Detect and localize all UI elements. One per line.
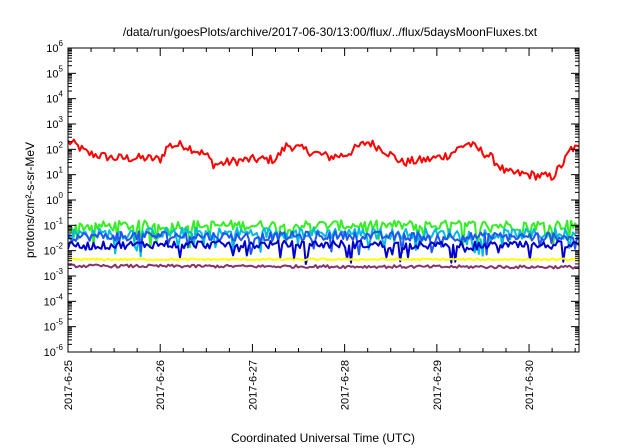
y-tick-label: 105 [46, 64, 63, 80]
chart-title: /data/run/goesPlots/archive/2017-06-30/1… [123, 25, 538, 39]
y-axis-label: protons/cm²-s-sr-MeV [23, 142, 37, 258]
y-tick-label: 10-5 [44, 318, 64, 334]
series-line-1 [68, 219, 579, 249]
ticks-layer: 10-6 10-5 10-4 10-3 10-2 10-1 100 101 102 103 104 1… [44, 39, 579, 410]
y-tick-label: 100 [46, 191, 63, 207]
series-line-5 [68, 257, 579, 262]
x-tick-label: 2017-6-29 [432, 360, 444, 410]
x-tick-label: 2017-6-26 [155, 360, 167, 410]
series-line-6 [68, 263, 579, 270]
y-tick-label: 102 [46, 140, 63, 156]
x-tick-label: 2017-6-27 [247, 360, 259, 410]
series-layer [68, 138, 579, 270]
x-tick-label: 2017-6-28 [340, 360, 352, 410]
series-line-3 [68, 230, 579, 256]
x-axis-label: Coordinated Universal Time (UTC) [231, 431, 415, 445]
series-line-4 [68, 239, 579, 265]
x-tick-label: 2017-6-25 [63, 360, 75, 410]
y-tick-label: 103 [46, 115, 63, 131]
y-tick-label: 101 [46, 166, 63, 182]
x-tick-label: 2017-6-30 [524, 360, 536, 410]
plot-frame [67, 47, 580, 353]
y-tick-label: 10-1 [44, 216, 64, 232]
y-tick-label: 10-3 [44, 267, 64, 283]
y-tick-label: 106 [46, 39, 63, 55]
y-tick-label: 104 [46, 90, 63, 106]
series-line-2 [68, 226, 579, 258]
y-tick-label: 10-2 [44, 242, 64, 258]
series-line-0 [68, 138, 579, 181]
y-tick-label: 10-4 [44, 292, 64, 308]
y-tick-label: 10-6 [44, 343, 64, 359]
